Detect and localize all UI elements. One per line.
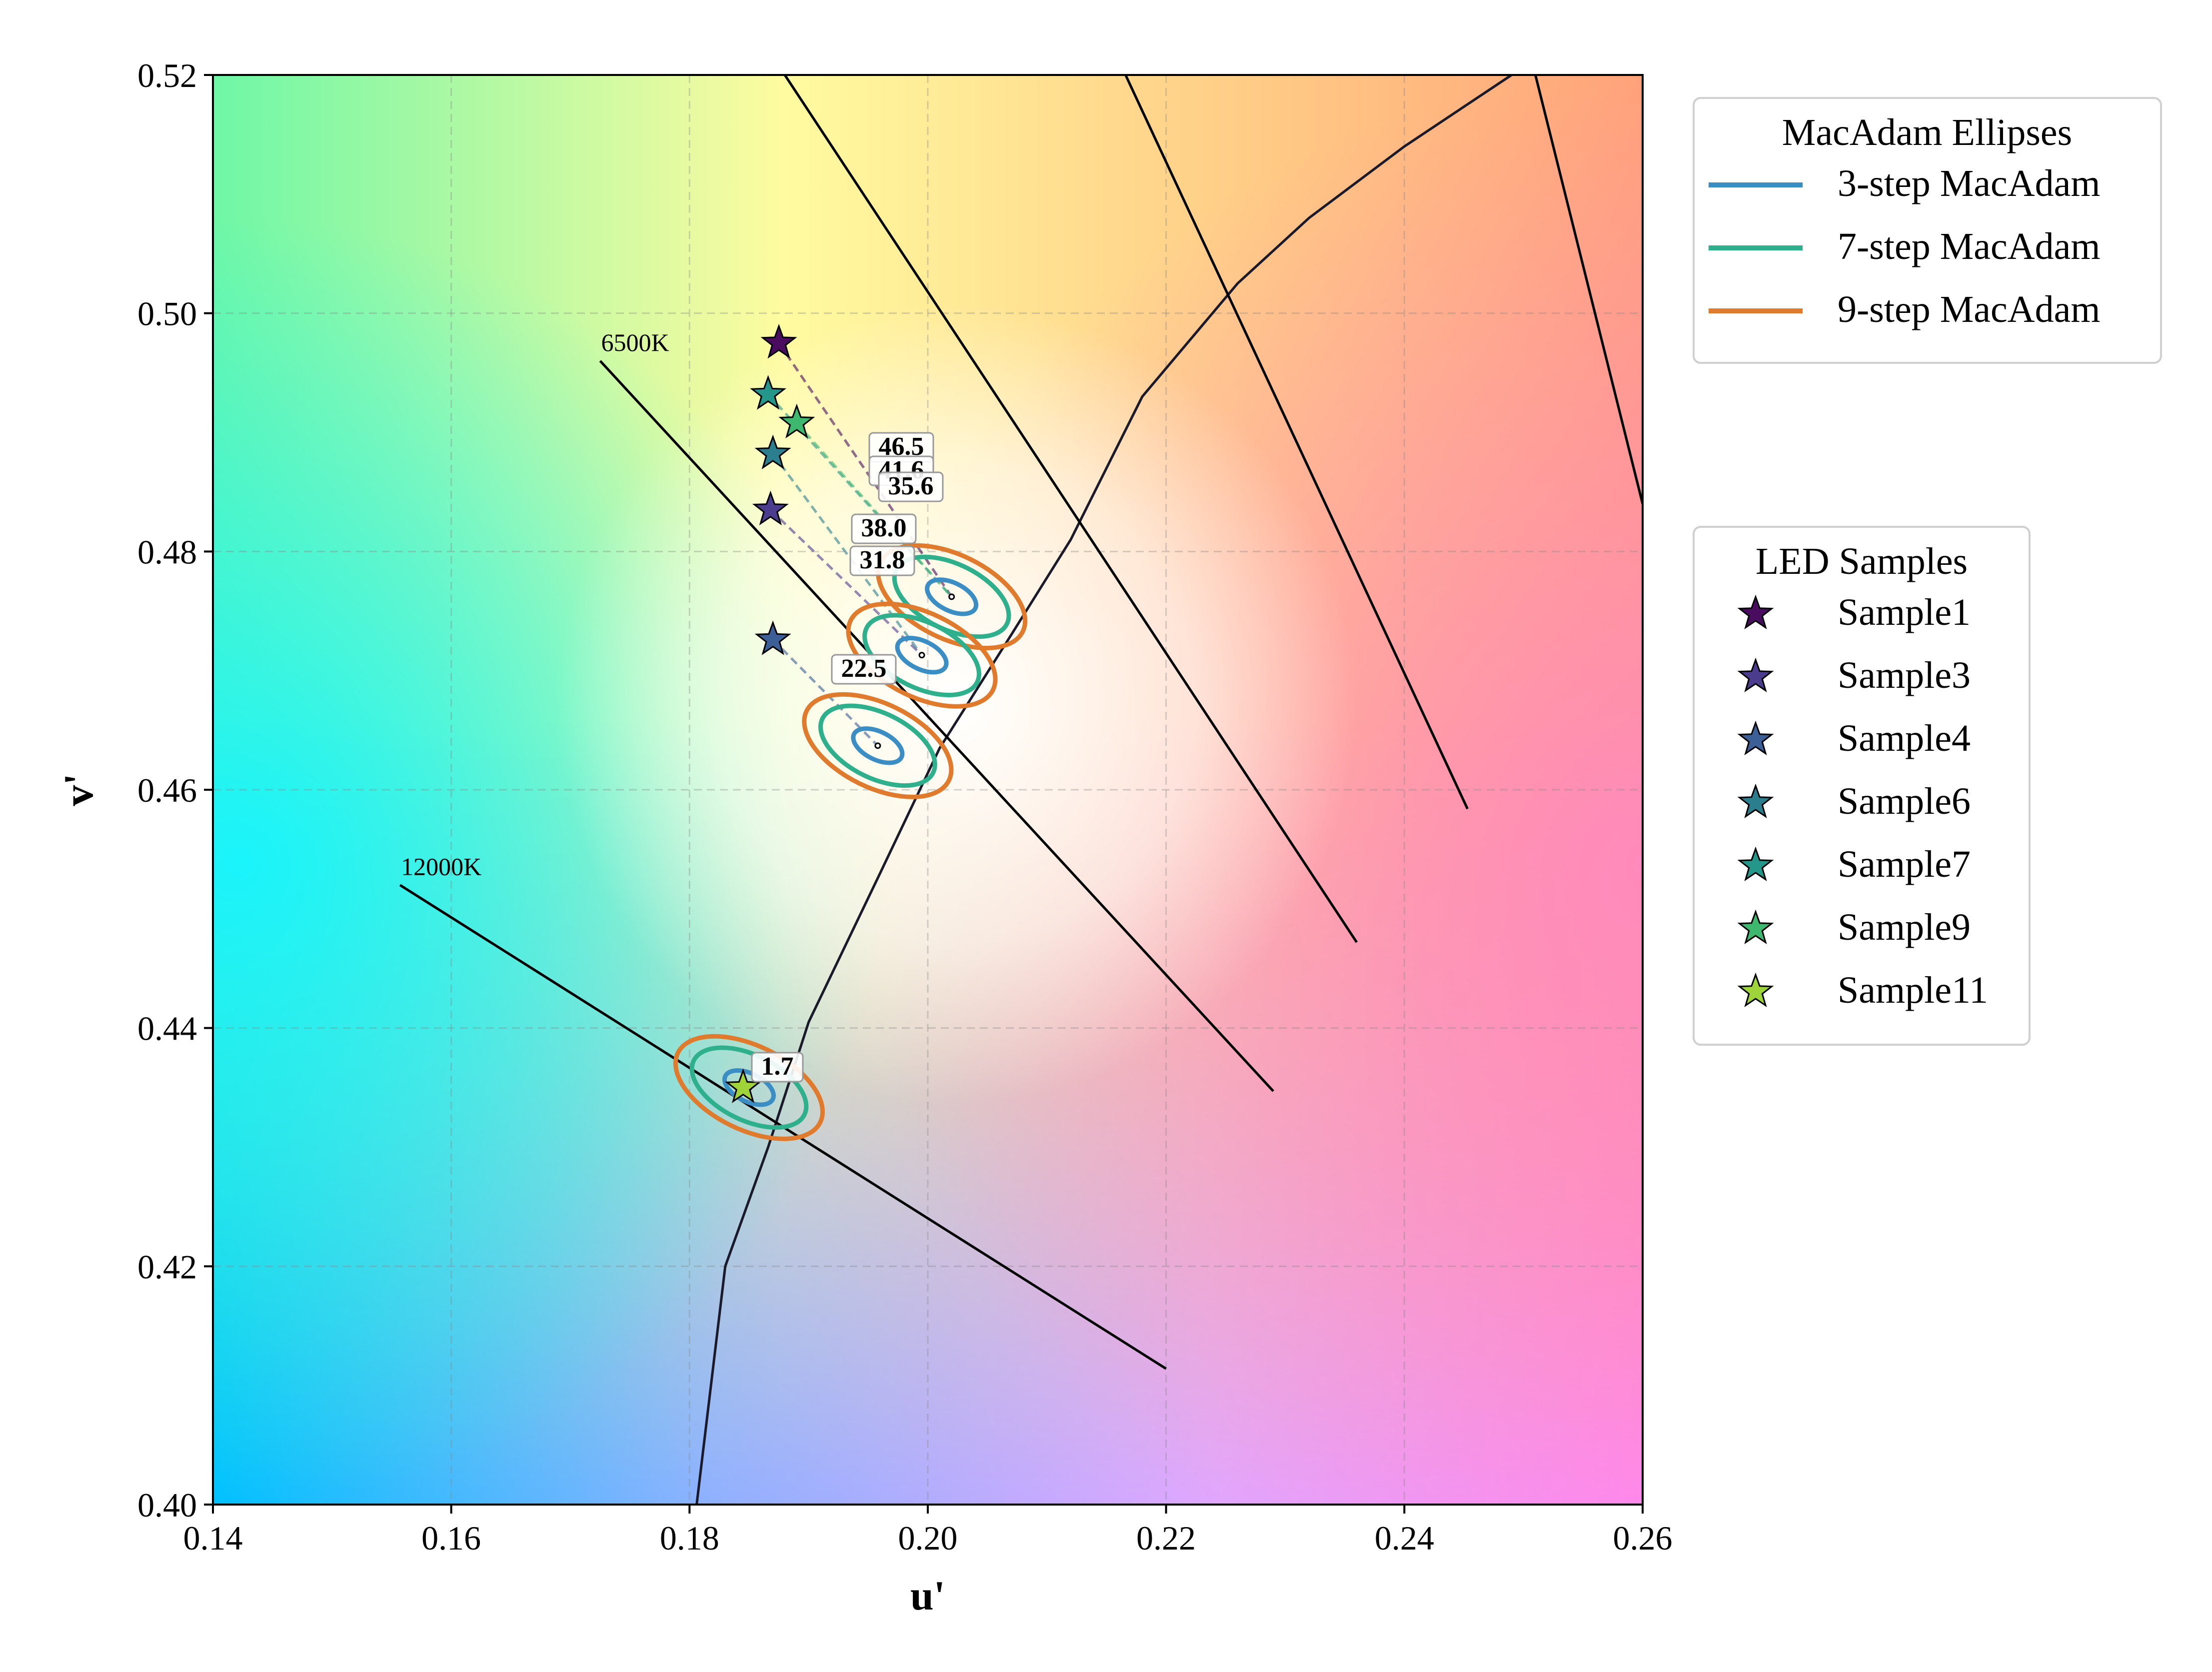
- axes: 0.14 0.16 0.18 0.20 0.22 0.24 0.26 0.40 0.42 0.44…: [137, 56, 1673, 1557]
- legend-sample-marker: [1737, 594, 1774, 630]
- x-tick-label: 0.18: [660, 1519, 719, 1557]
- legend-macadam-label: 7-step MacAdam: [1838, 225, 2101, 267]
- marker-Sample4: [754, 620, 791, 655]
- macadam-ellipse-7-step: [862, 613, 981, 697]
- legend-macadam-title: MacAdam Ellipses: [1782, 111, 2072, 153]
- legend-sample-marker: [1737, 909, 1774, 945]
- isotemperature-line: [599, 360, 1275, 1092]
- macadam-ellipse-3-step: [851, 726, 905, 765]
- legend-sample-label: Sample9: [1838, 906, 1971, 948]
- distance-label-box: [751, 1052, 804, 1083]
- y-tick-label: 0.44: [137, 1010, 197, 1048]
- legend-sample-label: Sample6: [1838, 780, 1971, 822]
- y-tick-label: 0.42: [137, 1248, 197, 1286]
- grid-lines: [213, 75, 1643, 1505]
- marker-Sample3: [752, 490, 789, 525]
- macadam-ellipse-9-step: [846, 601, 998, 709]
- ellipse-center: [948, 593, 955, 600]
- legend-sample-marker: [1737, 783, 1774, 819]
- x-tick-label: 0.26: [1613, 1519, 1673, 1557]
- y-tick-label: 0.40: [137, 1486, 197, 1524]
- y-tick-label: 0.48: [137, 533, 197, 571]
- legend-samples: LED Samples Sample1 Sample3 Sample4 Sample6…: [1693, 526, 2031, 1046]
- distance-label-Sample9: 35.6: [878, 471, 944, 502]
- distance-label-text: 22.5: [841, 654, 887, 683]
- distance-label-Sample4: 22.5: [831, 654, 897, 685]
- y-tick-label: 0.52: [137, 56, 197, 94]
- cct-label: 12000K: [401, 853, 481, 881]
- macadam-ellipse-9-step: [802, 692, 954, 799]
- legend-sample-label: Sample1: [1838, 591, 1971, 633]
- legend-sample-label: Sample3: [1838, 654, 1971, 696]
- marker-Sample7: [750, 375, 787, 410]
- legend-sample-marker: [1737, 846, 1774, 882]
- legend-macadam: MacAdam Ellipses 3-step MacAdam 7-step Ma…: [1693, 97, 2162, 364]
- legend-samples-title: LED Samples: [1756, 540, 1968, 582]
- macadam-ellipse-3-step: [925, 577, 979, 616]
- distance-label-Sample11: 1.7: [751, 1052, 804, 1083]
- distance-label-box: [849, 545, 915, 576]
- ellipse-center: [918, 652, 925, 659]
- x-tick-label: 0.16: [421, 1519, 481, 1557]
- legend-sample-marker: [1737, 972, 1774, 1008]
- macadam-ellipse-7-step: [818, 703, 937, 788]
- connector-Sample3: [769, 509, 923, 656]
- isotemperature-line: [783, 75, 1358, 943]
- x-axis-title: u': [910, 1573, 945, 1619]
- legend-macadam-label: 9-step MacAdam: [1838, 288, 2101, 330]
- legend-sample-label: Sample4: [1838, 717, 1971, 759]
- macadam-ellipses: [673, 543, 1028, 1141]
- macadam-ellipse-9-step: [673, 1034, 825, 1141]
- marker-Sample6: [754, 434, 791, 469]
- macadam-ellipse-3-step: [895, 635, 949, 675]
- cct-label: 6500K: [601, 328, 669, 356]
- y-tick-label: 0.50: [137, 295, 197, 333]
- y-axis-title: v': [55, 773, 102, 806]
- isotemperature-line: [1534, 75, 1643, 504]
- distance-label-Sample3: 31.8: [849, 545, 915, 576]
- distance-label-text: 38.0: [861, 514, 907, 542]
- distance-label-box: [851, 513, 917, 544]
- x-tick-label: 0.20: [898, 1519, 958, 1557]
- sample-markers: [725, 323, 815, 1103]
- connector-Sample6: [772, 453, 923, 656]
- isotemperature-line: [1124, 75, 1469, 810]
- legend-sample-marker: [1737, 657, 1774, 693]
- x-tick-label: 0.14: [183, 1519, 243, 1557]
- x-tick-label: 0.24: [1375, 1519, 1434, 1557]
- marker-Sample1: [760, 323, 797, 359]
- distance-label-text: 1.7: [761, 1052, 794, 1081]
- legend-sample-marker: [1737, 720, 1774, 756]
- distance-label-Sample6: 38.0: [851, 513, 917, 544]
- legend-sample-label: Sample7: [1838, 843, 1971, 885]
- chromaticity-background: [213, 75, 1643, 1505]
- ellipse-center: [874, 742, 881, 749]
- distance-label-box: [878, 471, 944, 502]
- distance-label-box: [831, 654, 897, 685]
- marker-Sample9: [778, 403, 815, 438]
- x-tick-label: 0.22: [1136, 1519, 1196, 1557]
- distance-label-text: 31.8: [860, 546, 905, 574]
- legend-macadam-label: 3-step MacAdam: [1838, 162, 2101, 204]
- y-tick-label: 0.46: [137, 771, 197, 809]
- distance-label-text: 35.6: [888, 472, 934, 500]
- planckian-locus: [695, 75, 1513, 1505]
- legend-sample-label: Sample11: [1838, 969, 1988, 1011]
